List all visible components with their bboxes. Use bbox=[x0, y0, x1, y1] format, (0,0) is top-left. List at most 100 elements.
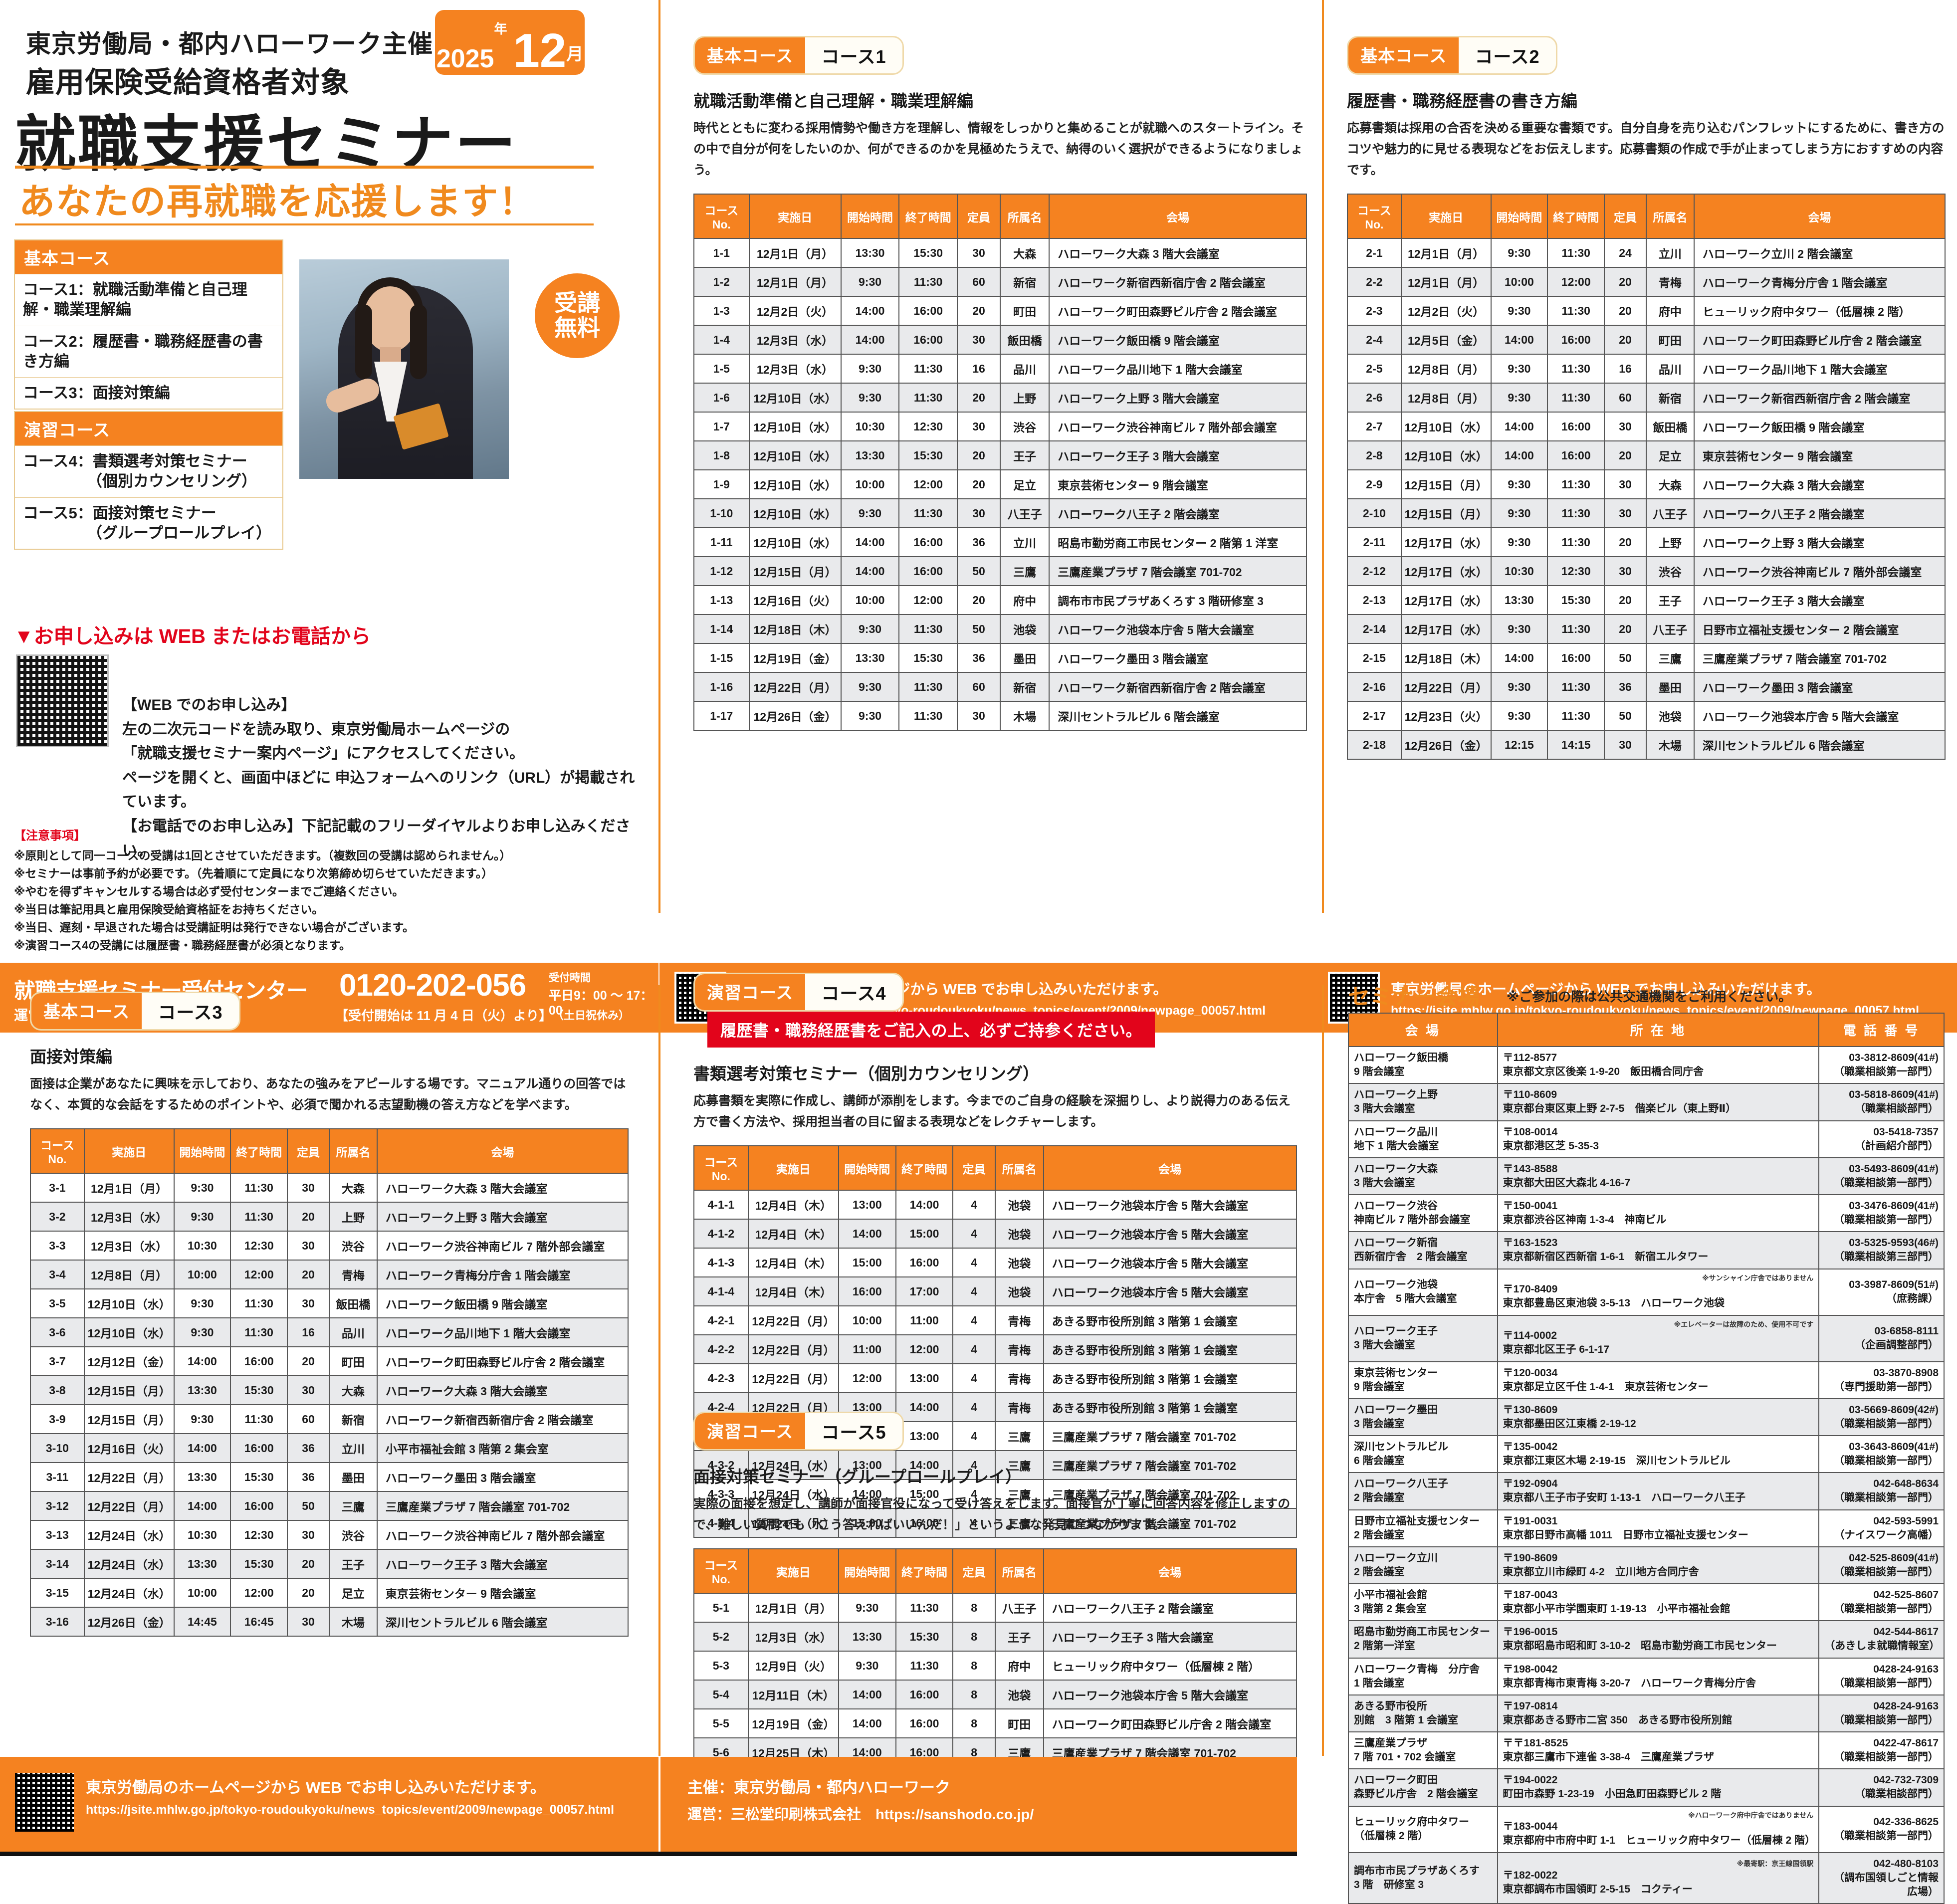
footer-qr-code[interactable] bbox=[15, 1773, 74, 1832]
venue-address: 〒112-8577 東京都文京区後楽 1-9-20 飯田橋合同庁舎 bbox=[1497, 1046, 1820, 1084]
table-cell: ハローワーク池袋本庁舎 5 階大会議室 bbox=[1043, 1276, 1298, 1306]
venue-street: 東京都豊島区東池袋 3-5-13 ハローワーク池袋 bbox=[1503, 1297, 1725, 1309]
venue-row: 日野市立福祉支援センター 2 階会議室 〒191-0031 東京都日野市高幡 1011… bbox=[1348, 1509, 1945, 1547]
table-cell: ハローワーク八王子 2 階会議室 bbox=[1043, 1593, 1298, 1623]
apply-qr-code[interactable] bbox=[16, 654, 109, 747]
table-cell: 14:00 bbox=[173, 1433, 231, 1463]
table-cell: 15:30 bbox=[898, 440, 958, 470]
course-5-title: 面接対策セミナー（グループロールプレイ） bbox=[693, 1468, 1022, 1486]
venue-zip: 〒163-1523 bbox=[1503, 1237, 1558, 1249]
table-cell: 12月10日（水） bbox=[83, 1288, 175, 1318]
venue-phone[interactable]: 03-5669-8609(42#) （職業相談第一部門） bbox=[1818, 1398, 1945, 1437]
table-cell: 15:00 bbox=[838, 1508, 896, 1538]
course-3-schedule-table: コース No. 実施日 開始時間 終了時間 定員 所属名 会場 3-1 12月1日（月） 9:30… bbox=[30, 1128, 629, 1637]
venue-zip: 〒135-0042 bbox=[1503, 1441, 1558, 1453]
table-cell: 12月8日（月） bbox=[1400, 383, 1492, 413]
footer-web-url[interactable]: https://jsite.mhlw.go.jp/tokyo-roudoukyo… bbox=[86, 1803, 615, 1817]
table-cell: ハローワーク大森 3 階大会議室 bbox=[1693, 469, 1946, 499]
table-cell: 4-3-3 bbox=[693, 1479, 749, 1509]
venue-phone-number: 03-5818-8609(41#) bbox=[1849, 1089, 1939, 1101]
venue-phone-number: 03-5325-9593(46#) bbox=[1849, 1237, 1939, 1249]
table-cell: 2-8 bbox=[1347, 440, 1402, 470]
table-row: 2-11 12月17日（水） 9:30 11:30 20 上野 ハローワーク上野 3 階大会… bbox=[1347, 527, 1946, 557]
venue-phone[interactable]: 03-5493-8609(41#) （職業相談第一部門） bbox=[1818, 1157, 1945, 1196]
venue-phone[interactable]: 03-3812-8609(41#) （職業相談第一部門） bbox=[1818, 1046, 1945, 1084]
badge-month: 12 bbox=[513, 23, 567, 77]
table-cell: ハローワーク墨田 3 階会議室 bbox=[1049, 643, 1307, 673]
table-cell: 4 bbox=[952, 1305, 996, 1335]
table-cell: 20 bbox=[287, 1260, 330, 1289]
venue-address: 〒108-0014 東京都港区芝 5-35-3 bbox=[1497, 1120, 1820, 1158]
table-row: 1-15 12月19日（金） 13:30 15:30 36 墨田 ハローワーク墨田 3 階会… bbox=[693, 643, 1307, 673]
venue-row: ハローワーク町田 森野ビル庁舎 2 階会議室 〒194-0022 町田市森野 1-23… bbox=[1348, 1768, 1945, 1807]
venue-phone[interactable]: 03-5418-7357 （計画紹介部門） bbox=[1818, 1120, 1945, 1158]
apply-line-3: 「就職支援セミナー案内ページ」にアクセスしてください。 bbox=[122, 745, 525, 762]
table-cell: ハローワーク王子 3 階大会議室 bbox=[1043, 1622, 1298, 1652]
table-cell: 12月4日（木） bbox=[747, 1190, 839, 1220]
venue-phone[interactable]: 03-3643-8609(41#) （職業相談第一部門） bbox=[1818, 1435, 1945, 1474]
course-4-warning-badge: 履歴書・職務経歴書をご記入の上、必ずご持参ください。 bbox=[707, 1012, 1155, 1048]
course-5-description: 実際の面接を想定し、講師が面接官役になって受け答えをします。面接官が丁寧に回答内… bbox=[693, 1497, 1291, 1532]
venue-zip: 〒194-0022 bbox=[1503, 1774, 1558, 1786]
column-header: 開始時間 bbox=[173, 1128, 231, 1174]
venue-phone-dept: （企画調整部門） bbox=[1855, 1339, 1939, 1351]
reception-hours-value: 平日9：00 ～ 17：00 bbox=[549, 989, 653, 1018]
apply-heading: ▼お申し込みは WEB またはお電話から bbox=[14, 626, 371, 647]
table-cell: 12:00 bbox=[230, 1578, 288, 1608]
venue-street: 東京都小平市学園東町 1-19-13 小平市福祉会館 bbox=[1503, 1603, 1731, 1615]
table-row: 3-16 12月26日（金） 14:45 16:45 30 木場 深川セントラルビル 6 階… bbox=[30, 1607, 629, 1637]
venue-name: ハローワーク青梅 分庁舎 1 階会議室 bbox=[1348, 1657, 1498, 1695]
venue-phone-number: 03-3476-8609(41#) bbox=[1849, 1200, 1939, 1212]
venue-phone[interactable]: 0428-24-9163 （職業相談第一部門） bbox=[1818, 1694, 1945, 1733]
venue-row: ハローワーク池袋 本庁舎 5 階大会議室 ※サンシャイン庁舎ではありません 〒170-… bbox=[1348, 1268, 1945, 1316]
venue-zip: 〒183-0044 bbox=[1503, 1821, 1558, 1833]
venue-phone[interactable]: 042-593-5991 （ナイスワーク高幡） bbox=[1818, 1509, 1945, 1547]
table-cell: 町田 bbox=[994, 1708, 1044, 1738]
venue-phone[interactable]: 0428-24-9163 （職業相談第一部門） bbox=[1818, 1657, 1945, 1695]
venue-phone[interactable]: 042-525-8609(41#) （職業相談第一部門） bbox=[1818, 1546, 1945, 1585]
column-header: 会場 bbox=[1693, 194, 1946, 239]
reception-phone[interactable]: 0120-202-056 bbox=[339, 968, 526, 1003]
table-cell: 青梅 bbox=[1645, 267, 1695, 297]
footer-operator: 運営：三松堂印刷株式会社 https://sanshodo.co.jp/ bbox=[687, 1807, 1034, 1823]
table-cell: 20 bbox=[287, 1549, 330, 1579]
table-cell: 1-10 bbox=[693, 498, 750, 528]
course-2-type-label: 基本コース bbox=[1348, 37, 1459, 73]
venue-phone[interactable]: 042-480-8103 （調布国領しごと情報広場） bbox=[1818, 1852, 1945, 1904]
table-cell: 10:00 bbox=[840, 469, 900, 499]
table-cell: 4 bbox=[952, 1508, 996, 1538]
venue-phone[interactable]: 03-3476-8609(41#) （職業相談第一部門） bbox=[1818, 1194, 1945, 1233]
venue-phone-number: 042-544-8617 bbox=[1873, 1626, 1939, 1638]
table-cell: 12:00 bbox=[898, 585, 958, 615]
table-cell: 渋谷 bbox=[1645, 556, 1695, 586]
venue-phone[interactable]: 03-3987-8609(51#) （庶務課） bbox=[1818, 1268, 1945, 1316]
venue-phone[interactable]: 0422-47-8617 （職業相談第一部門） bbox=[1818, 1731, 1945, 1770]
table-cell: 飯田橋 bbox=[328, 1288, 378, 1318]
venue-name: 東京芸術センター 9 階会議室 bbox=[1348, 1361, 1498, 1399]
table-cell: 青梅 bbox=[994, 1334, 1044, 1364]
venue-phone[interactable]: 042-544-8617 （あきしま就職情報室） bbox=[1818, 1620, 1945, 1659]
venue-street: 東京都渋谷区神南 1-3-4 神南ビル bbox=[1503, 1214, 1667, 1226]
venue-phone[interactable]: 042-648-8634 （職業相談第一部門） bbox=[1818, 1472, 1945, 1510]
venue-phone[interactable]: 042-336-8625 （職業相談第一部門） bbox=[1818, 1805, 1945, 1853]
column-header: 所属名 bbox=[1645, 194, 1695, 239]
venue-phone-dept: （職業相談第一部門） bbox=[1834, 1751, 1939, 1763]
table-cell: 13:00 bbox=[838, 1190, 896, 1220]
venue-phone[interactable]: 042-525-8607 （職業相談第一部門） bbox=[1818, 1583, 1945, 1622]
venue-phone[interactable]: 03-3870-8908 （専門援助第一部門） bbox=[1818, 1361, 1945, 1399]
table-cell: 4-3-2 bbox=[693, 1450, 749, 1480]
column-header: 実施日 bbox=[83, 1128, 175, 1174]
venue-phone-number: 042-732-7309 bbox=[1873, 1774, 1939, 1786]
venue-phone[interactable]: 03-6858-8111 （企画調整部門） bbox=[1818, 1314, 1945, 1362]
table-cell: ハローワーク飯田橋 9 階会議室 bbox=[376, 1288, 629, 1318]
venues-header-row: 会 場所 在 地電 話 番 号 bbox=[1348, 1013, 1945, 1047]
table-row: 2-4 12月5日（金） 14:00 16:00 20 町田 ハローワーク町田森野ビル庁舎 … bbox=[1347, 325, 1946, 355]
venue-phone[interactable]: 03-5325-9593(46#) （職業相談第三部門） bbox=[1818, 1231, 1945, 1269]
venue-phone[interactable]: 03-5818-8609(41#) （職業相談部門） bbox=[1818, 1083, 1945, 1121]
table-cell: 12月4日（木） bbox=[747, 1219, 839, 1249]
table-row: 2-13 12月17日（水） 13:30 15:30 20 王子 ハローワーク王子 3 階大… bbox=[1347, 585, 1946, 615]
table-cell: 13:00 bbox=[895, 1363, 954, 1393]
course-5-header: 演習コース コース5 bbox=[693, 1412, 1297, 1451]
table-row: 1-12 12月15日（月） 14:00 16:00 50 三鷹 三鷹産業プラザ 7 階会議… bbox=[693, 556, 1307, 586]
venue-phone[interactable]: 042-732-7309 （職業相談部門） bbox=[1818, 1768, 1945, 1807]
